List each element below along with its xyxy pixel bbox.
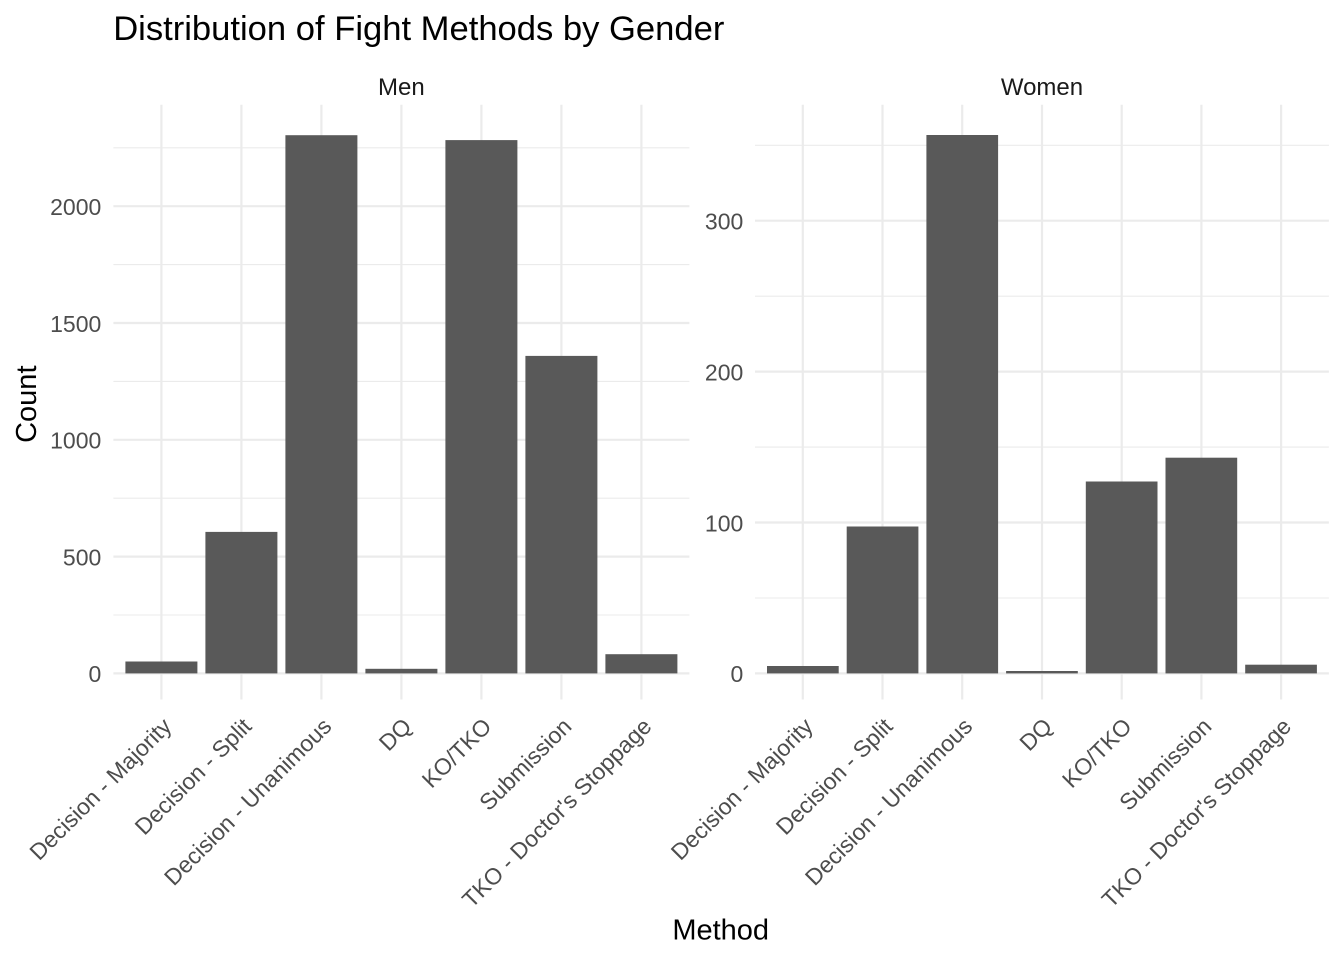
svg-text:1000: 1000	[50, 428, 101, 454]
svg-text:Men: Men	[378, 74, 425, 101]
svg-text:100: 100	[705, 510, 743, 536]
svg-text:0: 0	[89, 661, 102, 687]
svg-text:500: 500	[63, 544, 101, 570]
svg-text:Method: Method	[672, 914, 769, 946]
svg-text:1500: 1500	[50, 311, 101, 337]
svg-text:Distribution of Fight Methods: Distribution of Fight Methods by Gender	[113, 10, 724, 48]
svg-text:Women: Women	[1001, 74, 1083, 101]
svg-text:0: 0	[731, 661, 744, 687]
svg-text:300: 300	[705, 209, 743, 235]
svg-text:Count: Count	[11, 366, 43, 443]
svg-text:2000: 2000	[50, 194, 101, 220]
svg-text:200: 200	[705, 359, 743, 385]
